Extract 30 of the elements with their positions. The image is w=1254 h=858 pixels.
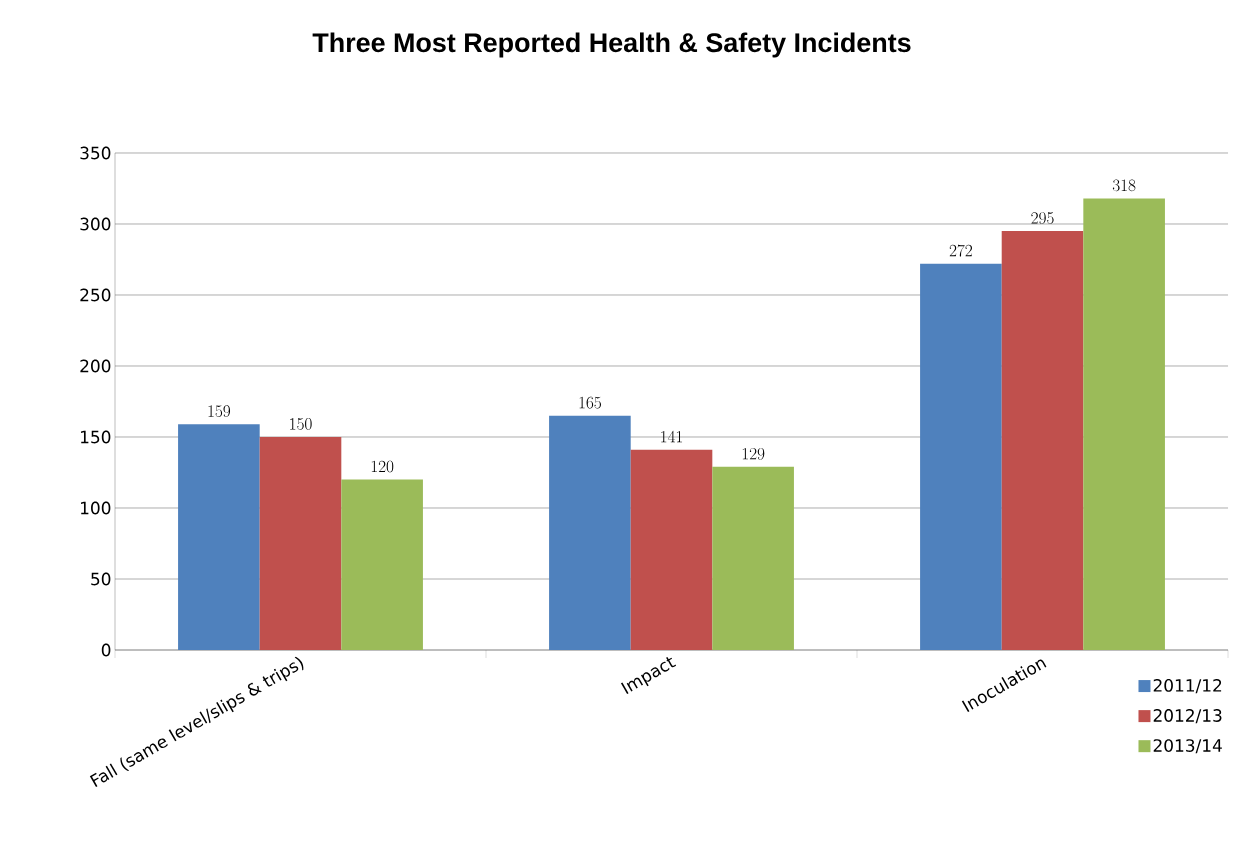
data-label: 141 <box>661 430 683 443</box>
data-label: 272 <box>949 244 972 257</box>
y-tick-label: 350 <box>80 146 111 160</box>
data-label: 165 <box>579 396 601 409</box>
bar <box>920 263 1002 650</box>
y-tick-label: 300 <box>80 217 111 231</box>
y-tick-label: 250 <box>80 288 111 302</box>
bar <box>259 437 342 650</box>
legend-label: 2013/14 <box>1153 739 1222 754</box>
y-tick-label: 100 <box>81 501 111 515</box>
bar <box>341 479 423 650</box>
chart-title: Three Most Reported Health & Safety Incidents <box>312 32 911 58</box>
bar <box>549 415 631 650</box>
bar <box>1001 231 1084 650</box>
y-tick-label: 0 <box>101 643 111 657</box>
bar <box>712 466 794 650</box>
bar <box>178 424 260 650</box>
data-label: 150 <box>290 418 312 430</box>
data-label: 120 <box>371 460 394 473</box>
bar <box>630 449 713 650</box>
y-tick-label: 150 <box>81 430 111 444</box>
data-label: 129 <box>742 447 765 460</box>
bar <box>1083 198 1165 650</box>
legend-label: 2011/12 <box>1153 679 1222 694</box>
y-tick-label: 200 <box>80 359 111 373</box>
y-tick-label: 50 <box>91 572 111 586</box>
data-label: 318 <box>1112 179 1136 192</box>
data-label: 295 <box>1031 212 1054 224</box>
legend-label: 2012/13 <box>1153 709 1222 724</box>
data-label: 159 <box>208 405 231 417</box>
